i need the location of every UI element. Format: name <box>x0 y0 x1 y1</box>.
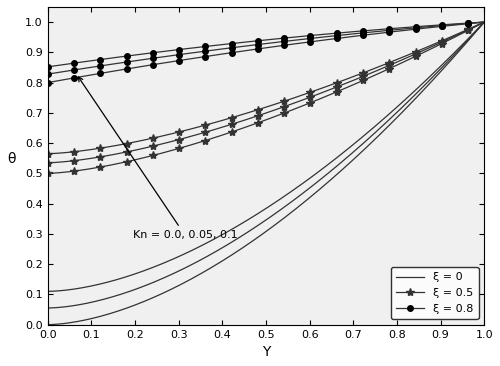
Text: Kn = 0.0, 0.05, 0.1: Kn = 0.0, 0.05, 0.1 <box>78 77 237 240</box>
X-axis label: Y: Y <box>262 345 270 359</box>
Legend: ξ = 0, ξ = 0.5, ξ = 0.8: ξ = 0, ξ = 0.5, ξ = 0.8 <box>390 267 478 319</box>
Y-axis label: θ: θ <box>7 152 16 166</box>
